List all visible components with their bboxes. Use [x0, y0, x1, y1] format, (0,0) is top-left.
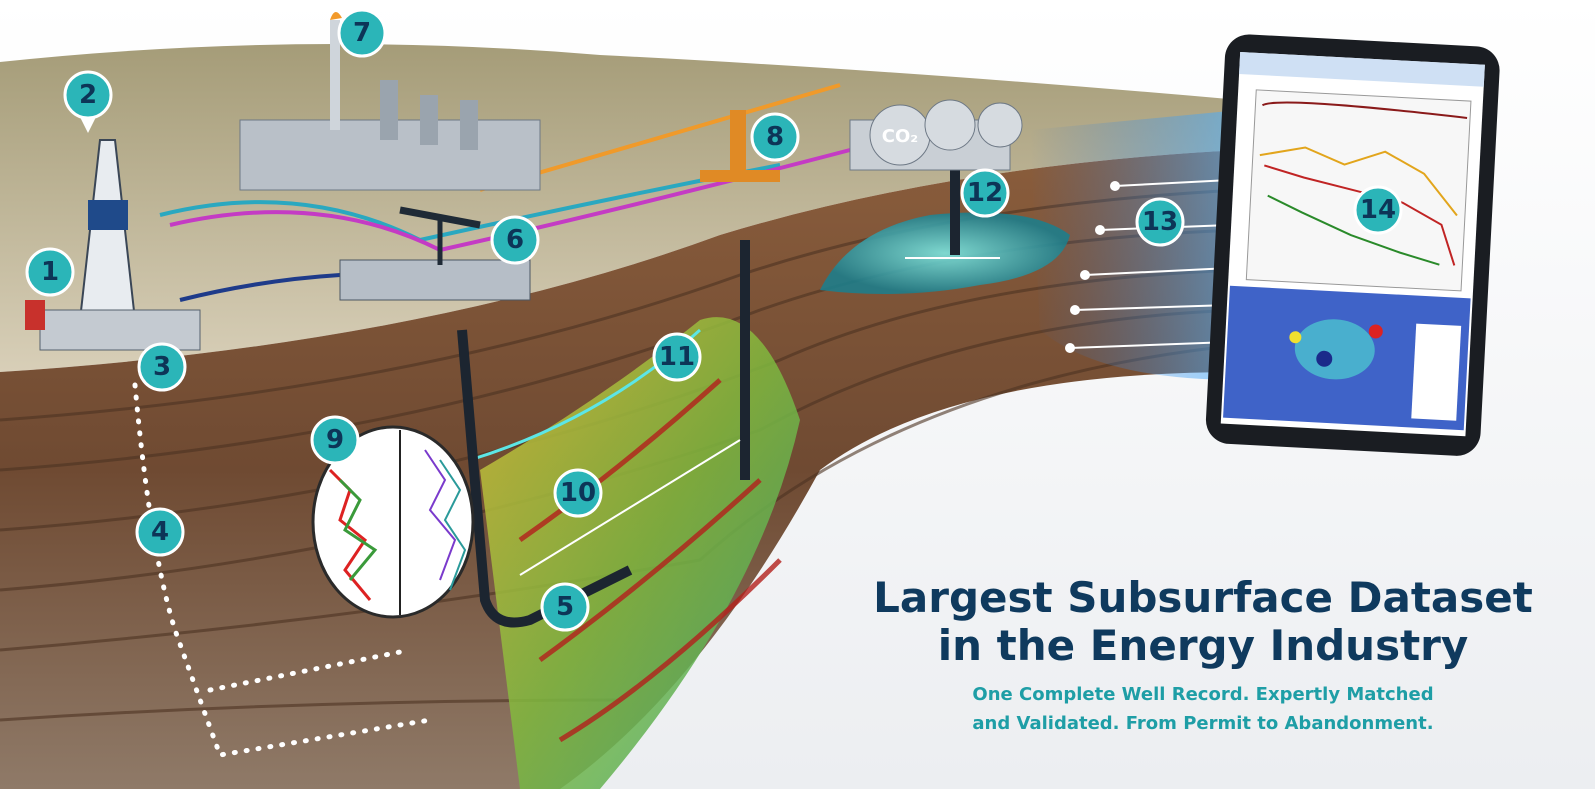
horizontal-well: [457, 329, 633, 628]
tablet: [1205, 34, 1500, 456]
data-stream: [1030, 110, 1240, 380]
marker: 9: [310, 415, 360, 465]
headline: in the Energy Industry: [938, 621, 1469, 670]
marker-label: 6: [506, 225, 524, 255]
heat-bands: [518, 378, 782, 743]
marker-badge: [490, 215, 540, 265]
well-log: [311, 425, 475, 619]
marker-label: 1: [41, 257, 59, 287]
marker-label: 3: [153, 352, 171, 382]
marker: 1: [25, 247, 75, 297]
marker: 7: [337, 8, 387, 58]
marker: 12: [960, 168, 1010, 218]
marker-label: 11: [659, 342, 695, 372]
marker-badge: [960, 168, 1010, 218]
marker: 14: [1353, 185, 1403, 235]
gas-plant: CO₂: [849, 99, 1023, 171]
marker: 8: [750, 112, 800, 162]
marker-label: 13: [1142, 207, 1178, 237]
marker-badge: [652, 332, 702, 382]
marker-badge: [1353, 185, 1403, 235]
marker: 6: [490, 215, 540, 265]
tagline: One Complete Well Record. Expertly Match…: [972, 684, 1433, 705]
tank-label: CO₂: [882, 126, 918, 147]
marker: 3: [137, 342, 187, 392]
pipelines: [159, 83, 851, 302]
marker-badge: [63, 70, 113, 120]
marker-label: 8: [766, 122, 784, 152]
headline: Largest Subsurface Dataset: [873, 573, 1533, 622]
marker-badge: [137, 342, 187, 392]
refinery: [239, 11, 541, 191]
marker: 2: [63, 70, 113, 133]
marker: 11: [652, 332, 702, 382]
marker-badge: [553, 468, 603, 518]
marker-label: 5: [556, 592, 574, 622]
marker-badge: [135, 507, 185, 557]
frac-path: [519, 439, 741, 576]
marker-label: 9: [326, 425, 344, 455]
marker-badge: [1135, 197, 1185, 247]
pump-jack: [339, 206, 531, 301]
marker-label: 14: [1360, 195, 1396, 225]
marker-badge: [540, 582, 590, 632]
marker: 4: [135, 507, 185, 557]
marker-label: 2: [79, 80, 97, 110]
wellhead: [700, 110, 780, 182]
marker: 10: [553, 468, 603, 518]
heat-zone: [480, 317, 800, 789]
marker-badge: [310, 415, 360, 465]
marker-label: 12: [967, 178, 1003, 208]
marker-badge: [337, 8, 387, 58]
drilling-rig: [25, 139, 201, 351]
marker-label: 4: [151, 517, 169, 547]
marker: 5: [540, 582, 590, 632]
tagline: and Validated. From Permit to Abandonmen…: [972, 713, 1433, 734]
marker-badge: [750, 112, 800, 162]
marker-badge: [25, 247, 75, 297]
planned-lateral: [207, 647, 413, 693]
marker: 13: [1135, 197, 1185, 247]
planned-well-path: [132, 382, 433, 758]
marker-label: 7: [353, 18, 371, 48]
marker-label: 10: [560, 478, 596, 508]
reservoir: [820, 212, 1070, 294]
